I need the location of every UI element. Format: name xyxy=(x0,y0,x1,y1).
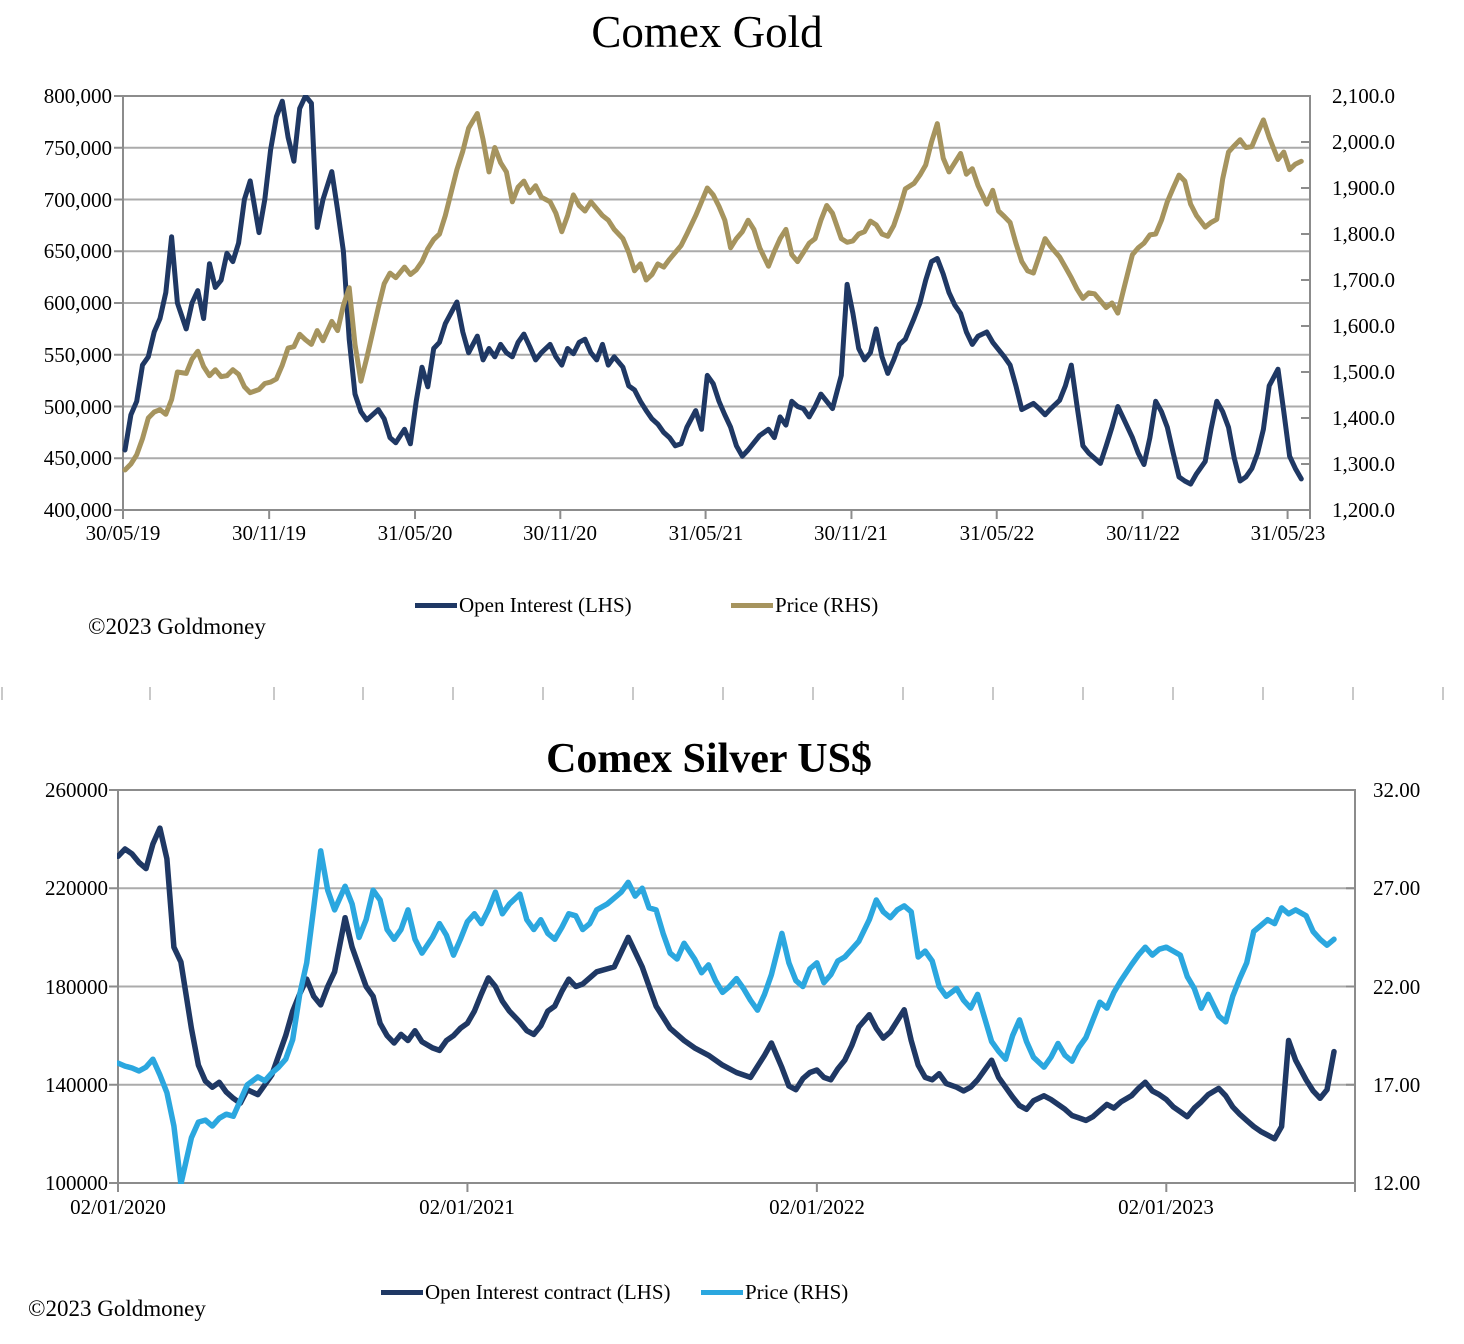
silver-legend-item-price: Price (RHS) xyxy=(701,1279,848,1305)
silver-legend-label-price: Price (RHS) xyxy=(745,1280,849,1304)
gold-right-axis-label: 1,600.0 xyxy=(1332,314,1395,338)
worksheet-gridline-tick xyxy=(812,687,814,700)
gold-copyright: ©2023 Goldmoney xyxy=(88,614,266,639)
gold-right-axis-label: 1,400.0 xyxy=(1332,406,1395,430)
gold-x-axis-label: 31/05/22 xyxy=(959,521,1035,545)
silver-right-axis-label: 32.00 xyxy=(1373,778,1421,802)
silver-x-axis-label: 02/01/2020 xyxy=(70,1195,166,1219)
gold-right-axis-label: 2,000.0 xyxy=(1332,130,1395,154)
gold-left-axis-label: 700,000 xyxy=(43,188,112,212)
gold-legend-item-open-interest: Open Interest (LHS) xyxy=(415,592,632,618)
worksheet-gridline-tick xyxy=(902,687,904,700)
silver-right-axis-label: 12.00 xyxy=(1373,1171,1421,1195)
gold-x-axis-label: 31/05/21 xyxy=(668,521,744,545)
silver-left-axis-label: 140000 xyxy=(45,1073,108,1097)
worksheet-gridline-tick xyxy=(542,687,544,700)
silver-right-axis-label: 22.00 xyxy=(1373,975,1421,999)
worksheet-gridline-tick xyxy=(362,687,364,700)
gold-x-axis-label: 31/05/23 xyxy=(1250,521,1326,545)
gold-left-axis-label: 800,000 xyxy=(43,84,112,108)
gold-price-line-swatch xyxy=(731,602,773,608)
silver-chart-title: Comex Silver US$ xyxy=(546,736,872,782)
silver-x-axis-label: 02/01/2021 xyxy=(419,1195,515,1219)
gold-left-axis-label: 750,000 xyxy=(43,136,112,160)
worksheet-gridline-tick xyxy=(1442,687,1444,700)
silver-x-axis-label: 02/01/2023 xyxy=(1118,1195,1214,1219)
gold-left-axis-label: 650,000 xyxy=(43,239,112,263)
worksheet-gridline-tick xyxy=(452,687,454,700)
gold-legend-label-open-interest: Open Interest (LHS) xyxy=(459,593,632,617)
gold-open-interest-line xyxy=(122,95,1304,487)
silver-right-axis-label: 27.00 xyxy=(1373,876,1421,900)
gold-x-axis-label: 30/11/20 xyxy=(523,521,597,545)
silver-open-interest-line-swatch xyxy=(381,1289,423,1295)
gold-x-axis-label: 30/11/21 xyxy=(814,521,888,545)
worksheet-gridline-tick xyxy=(273,687,275,700)
gold-plot-area xyxy=(114,95,1311,519)
silver-left-axis-label: 260000 xyxy=(45,778,108,802)
gold-right-axis-label: 1,500.0 xyxy=(1332,360,1395,384)
silver-legend-label-open-interest: Open Interest contract (LHS) xyxy=(425,1280,671,1304)
silver-left-axis-label: 220000 xyxy=(45,876,108,900)
gold-right-axis-label: 1,800.0 xyxy=(1332,222,1395,246)
worksheet-gridline-tick xyxy=(1082,687,1084,700)
silver-copyright: ©2023 Goldmoney xyxy=(28,1296,206,1321)
gold-right-axis-label: 1,700.0 xyxy=(1332,268,1395,292)
worksheet-gridline-tick xyxy=(149,687,151,700)
silver-legend-item-open-interest: Open Interest contract (LHS) xyxy=(381,1279,671,1305)
gold-left-axis-label: 600,000 xyxy=(43,291,112,315)
gold-right-axis-label: 1,300.0 xyxy=(1332,452,1395,476)
silver-price-line xyxy=(117,848,1337,1184)
gold-price-line xyxy=(122,111,1304,473)
gold-right-axis-label: 1,900.0 xyxy=(1332,176,1395,200)
gold-left-axis-label: 450,000 xyxy=(43,446,112,470)
gold-chart-title: Comex Gold xyxy=(591,7,823,57)
gold-left-axis-label: 400,000 xyxy=(43,498,112,522)
gold-left-axis-label: 500,000 xyxy=(43,395,112,419)
worksheet-gridline-tick xyxy=(632,687,634,700)
silver-x-axis-label: 02/01/2022 xyxy=(769,1195,865,1219)
gold-right-axis-label: 1,200.0 xyxy=(1332,498,1395,522)
gold-x-axis-label: 30/11/19 xyxy=(232,521,306,545)
silver-open-interest-line xyxy=(117,825,1337,1142)
worksheet-gridline-tick xyxy=(1262,687,1264,700)
silver-left-axis-label: 100000 xyxy=(45,1171,108,1195)
worksheet-gridline-tick xyxy=(1,687,3,700)
gold-legend-item-price: Price (RHS) xyxy=(731,592,878,618)
worksheet-gridline-tick xyxy=(1172,687,1174,700)
gold-x-axis-label: 31/05/20 xyxy=(377,521,453,545)
gold-left-axis-label: 550,000 xyxy=(43,343,112,367)
worksheet-gridline-tick xyxy=(992,687,994,700)
gold-right-axis-label: 2,100.0 xyxy=(1332,84,1395,108)
gold-x-axis-label: 30/11/22 xyxy=(1106,521,1180,545)
silver-price-line-swatch xyxy=(701,1289,743,1295)
worksheet-gridline-tick xyxy=(722,687,724,700)
worksheet-gridline-tick xyxy=(1352,687,1354,700)
silver-plot-area xyxy=(109,789,1356,1192)
silver-left-axis-label: 180000 xyxy=(45,975,108,999)
gold-x-axis-label: 30/05/19 xyxy=(85,521,161,545)
open-interest-line-swatch xyxy=(415,602,457,608)
gold-legend-label-price: Price (RHS) xyxy=(775,593,879,617)
silver-right-axis-label: 17.00 xyxy=(1373,1073,1421,1097)
